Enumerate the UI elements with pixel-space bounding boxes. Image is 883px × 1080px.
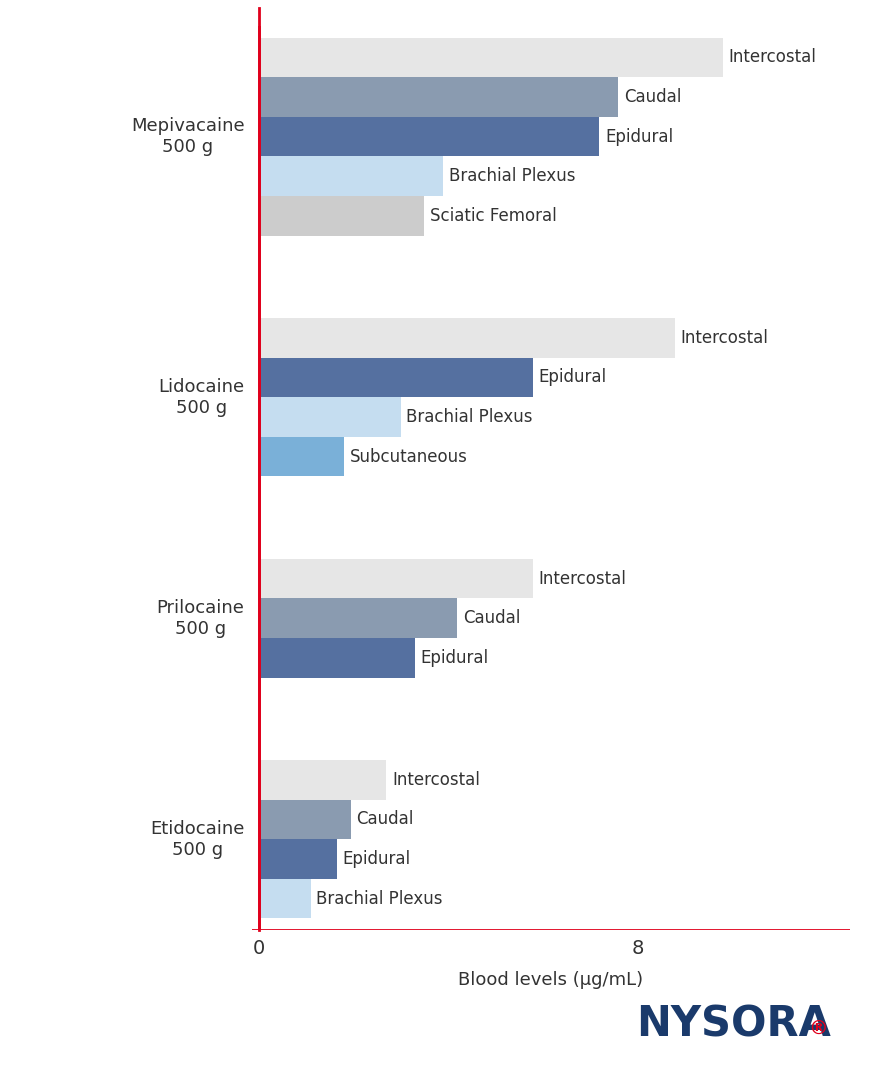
Text: Brachial Plexus: Brachial Plexus	[316, 890, 443, 907]
Text: ®: ®	[808, 1020, 827, 1039]
Text: Intercostal: Intercostal	[392, 771, 480, 788]
Bar	[259, 318, 675, 357]
Text: Epidural: Epidural	[605, 127, 673, 146]
Text: Lidocaine
500 g: Lidocaine 500 g	[158, 378, 245, 417]
Text: Prilocaine
500 g: Prilocaine 500 g	[156, 598, 245, 637]
Text: Brachial Plexus: Brachial Plexus	[406, 408, 532, 426]
Text: Caudal: Caudal	[463, 609, 520, 627]
Bar	[259, 157, 443, 195]
Text: Subcutaneous: Subcutaneous	[350, 447, 467, 465]
Bar	[259, 436, 343, 476]
Bar	[259, 879, 311, 918]
Text: Epidural: Epidural	[343, 850, 411, 868]
Bar	[259, 799, 351, 839]
Bar	[259, 397, 401, 436]
Bar	[259, 117, 600, 157]
Text: Mepivacaine
500 g: Mepivacaine 500 g	[131, 118, 245, 156]
Bar	[259, 78, 618, 117]
Text: Caudal: Caudal	[624, 89, 682, 106]
Text: Brachial Plexus: Brachial Plexus	[449, 167, 576, 185]
Text: Epidural: Epidural	[539, 368, 607, 387]
Bar	[259, 638, 415, 677]
Bar	[259, 357, 533, 397]
Text: Etidocaine
500 g: Etidocaine 500 g	[150, 820, 245, 859]
Text: NYSORA: NYSORA	[636, 1003, 831, 1045]
Bar	[259, 839, 336, 879]
Text: Intercostal: Intercostal	[681, 328, 769, 347]
Text: Intercostal: Intercostal	[728, 49, 816, 67]
Text: Caudal: Caudal	[357, 810, 414, 828]
Text: Epidural: Epidural	[420, 649, 488, 666]
Bar	[259, 760, 387, 799]
Bar	[259, 598, 457, 638]
Bar	[259, 38, 722, 78]
Bar	[259, 558, 533, 598]
Text: Sciatic Femoral: Sciatic Femoral	[430, 206, 557, 225]
Text: Intercostal: Intercostal	[539, 569, 627, 588]
Bar	[259, 195, 425, 235]
X-axis label: Blood levels (μg/mL): Blood levels (μg/mL)	[458, 971, 644, 989]
